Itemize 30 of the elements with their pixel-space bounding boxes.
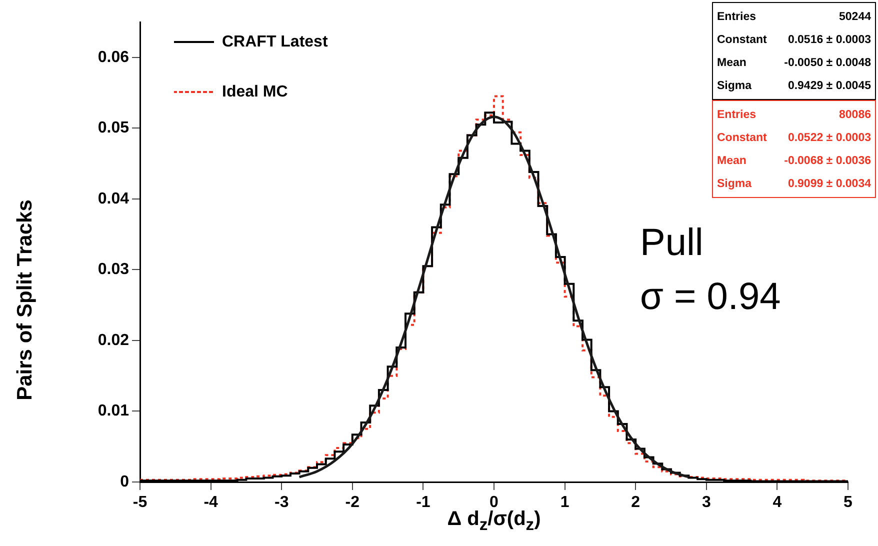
legend-label: CRAFT Latest: [222, 33, 328, 50]
text: Mean -0.0050 ± 0.0048: [717, 56, 871, 68]
text: Constant 0.0516 ± 0.0003: [717, 34, 871, 46]
y-tick-label: 0.05: [98, 120, 130, 137]
y-axis-title: Pairs of Split Tracks: [13, 200, 37, 400]
text: Constant 0.0522 ± 0.0003: [717, 132, 871, 144]
y-tick-label: 0.02: [98, 332, 130, 349]
annotation: σ = 0.94: [640, 276, 781, 319]
y-tick-label: 0.01: [98, 402, 130, 420]
x-tick-label: -3: [274, 494, 289, 512]
x-tick-label: -5: [132, 494, 148, 512]
y-tick-label: 0: [120, 473, 130, 490]
y-tick-label: 0.06: [98, 48, 130, 66]
annotation: Pull: [640, 222, 704, 265]
y-tick-label: 0.04: [98, 190, 130, 208]
x-tick-label: 1: [560, 494, 570, 512]
x-tick-label: -4: [204, 494, 218, 512]
x-tick-label: 3: [702, 494, 711, 512]
text: Entries 50244: [717, 10, 871, 22]
x-tick-label: 4: [772, 494, 782, 512]
x-tick-label: -1: [416, 494, 430, 512]
x-tick-label: -2: [345, 494, 360, 512]
y-tick-label: 0.03: [98, 261, 130, 278]
text: Sigma 0.9099 ± 0.0034: [717, 178, 871, 190]
text: Entries 80086: [717, 108, 871, 120]
x-tick-label: 2: [631, 494, 640, 512]
text: Mean -0.0068 ± 0.0036: [717, 154, 871, 166]
x-tick-label: 5: [844, 494, 853, 512]
legend-label: Ideal MC: [222, 83, 288, 100]
text: Sigma 0.9429 ± 0.0045: [717, 80, 871, 92]
